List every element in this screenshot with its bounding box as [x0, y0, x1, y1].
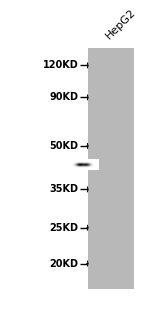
Text: 50KD: 50KD — [50, 141, 79, 151]
Text: HepG2: HepG2 — [104, 7, 138, 41]
Text: 20KD: 20KD — [50, 259, 79, 269]
Text: 35KD: 35KD — [50, 184, 79, 195]
Bar — [88, 47, 134, 289]
Text: 90KD: 90KD — [50, 92, 79, 102]
Text: 120KD: 120KD — [43, 60, 79, 70]
Text: 25KD: 25KD — [50, 223, 79, 233]
